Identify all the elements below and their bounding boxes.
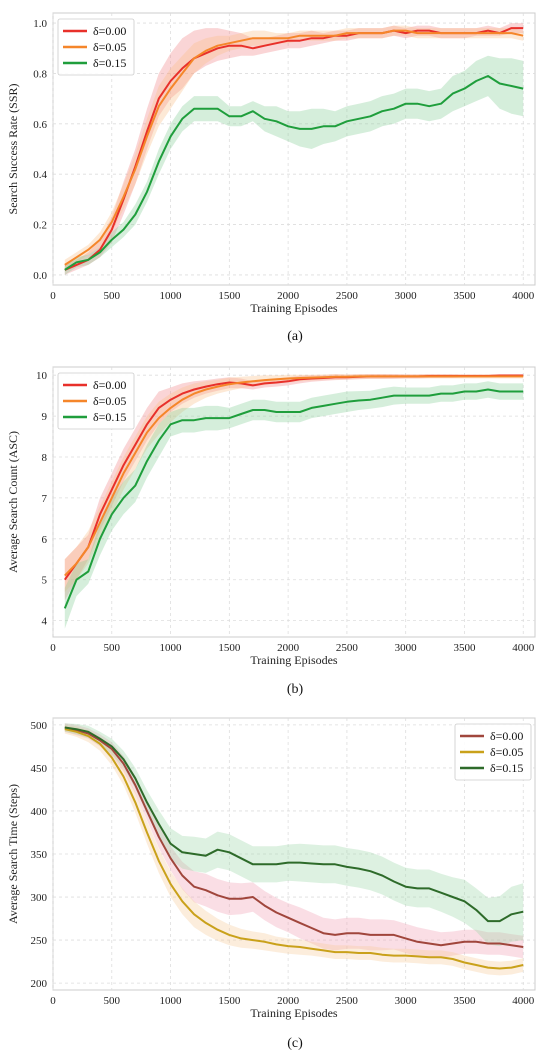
y-tick-label: 0.2 xyxy=(33,220,47,232)
panel-label: (a) xyxy=(287,329,303,344)
legend-box xyxy=(454,723,532,781)
series-line-3 xyxy=(64,726,524,923)
x-tick-label: 500 xyxy=(104,995,121,1007)
x-tick-label: 0 xyxy=(50,290,56,302)
y-tick-label: 450 xyxy=(31,763,48,775)
x-tick-label: 1500 xyxy=(218,995,241,1007)
x-axis-label: Training Episodes xyxy=(250,653,338,667)
legend-label-3: δ=0.15 xyxy=(93,410,126,424)
y-tick-label: 8 xyxy=(42,452,48,464)
chart-panel-2: 0 500 1000 1500 2000 2500 3000 3500 4000 4 5 6 7 8 9 10… xyxy=(6,366,536,697)
x-tick-label: 500 xyxy=(104,290,121,302)
confidence-band-2 xyxy=(64,25,524,270)
legend-box xyxy=(57,18,135,76)
x-tick-label: 3000 xyxy=(395,642,418,654)
confidence-band-3 xyxy=(64,723,524,947)
x-tick-label: 1000 xyxy=(160,642,183,654)
x-tick-label: 500 xyxy=(104,642,121,654)
series-line-2 xyxy=(64,29,524,266)
panel-label: (c) xyxy=(287,1036,303,1051)
legend-label-3: δ=0.15 xyxy=(490,761,523,775)
legend-label-2: δ=0.05 xyxy=(93,40,126,54)
x-tick-label: 2000 xyxy=(277,290,300,302)
y-tick-label: 500 xyxy=(31,720,48,732)
x-axis-label: Training Episodes xyxy=(250,301,338,315)
x-tick-label: 2500 xyxy=(336,642,359,654)
y-tick-label: 200 xyxy=(31,978,48,990)
chart-panel-1: 0 500 1000 1500 2000 2500 3000 3500 4000 0.0 0.2 0.… xyxy=(6,12,536,344)
legend-label-1: δ=0.00 xyxy=(93,24,126,38)
y-tick-label: 5 xyxy=(42,575,48,587)
legend-label-2: δ=0.05 xyxy=(93,394,126,408)
x-tick-label: 4000 xyxy=(512,995,535,1007)
series-line-1 xyxy=(64,726,524,948)
y-tick-label: 10 xyxy=(36,370,48,382)
confidence-band-2 xyxy=(64,724,524,976)
legend-box xyxy=(57,372,135,430)
y-axis-label: Average Search Count (ASC) xyxy=(6,431,20,573)
confidence-band-1 xyxy=(64,23,524,275)
y-tick-label: 0.4 xyxy=(33,169,47,181)
y-tick-label: 4 xyxy=(42,616,48,628)
x-tick-label: 2000 xyxy=(277,995,300,1007)
x-tick-label: 3000 xyxy=(395,995,418,1007)
y-tick-label: 0.8 xyxy=(33,68,47,80)
x-tick-label: 2500 xyxy=(336,995,359,1007)
x-tick-label: 3500 xyxy=(453,290,476,302)
x-axis-label: Training Episodes xyxy=(250,1006,338,1020)
x-tick-label: 2000 xyxy=(277,642,300,654)
y-tick-label: 400 xyxy=(31,806,48,818)
confidence-band-3 xyxy=(64,55,524,275)
series-line-3 xyxy=(63,388,524,609)
y-tick-label: 1.0 xyxy=(33,18,47,30)
x-tick-label: 0 xyxy=(50,995,56,1007)
y-tick-label: 250 xyxy=(31,935,48,947)
y-tick-label: 9 xyxy=(42,411,48,423)
panel-label: (b) xyxy=(287,682,304,697)
y-tick-label: 6 xyxy=(42,534,48,546)
y-axis-label: Average Search Time (Steps) xyxy=(6,784,20,924)
legend-label-2: δ=0.05 xyxy=(490,745,523,759)
x-tick-label: 4000 xyxy=(512,642,535,654)
x-tick-label: 4000 xyxy=(512,290,535,302)
x-tick-label: 1000 xyxy=(160,290,183,302)
x-tick-label: 3500 xyxy=(453,642,476,654)
y-tick-label: 0.6 xyxy=(33,119,47,131)
legend-label-3: δ=0.15 xyxy=(93,56,126,70)
x-tick-label: 1500 xyxy=(218,290,241,302)
series-line-2 xyxy=(64,375,524,577)
x-tick-label: 2500 xyxy=(336,290,359,302)
x-tick-label: 0 xyxy=(50,642,56,654)
legend: δ=0.00 δ=0.05 δ=0.15 xyxy=(57,18,135,76)
y-tick-label: 0.0 xyxy=(33,270,47,282)
x-tick-label: 1000 xyxy=(160,995,183,1007)
x-tick-label: 3000 xyxy=(395,290,418,302)
x-tick-label: 1500 xyxy=(218,642,241,654)
y-tick-label: 7 xyxy=(42,493,48,505)
legend: δ=0.00 δ=0.05 δ=0.15 xyxy=(454,723,532,781)
legend-label-1: δ=0.00 xyxy=(490,729,523,743)
legend: δ=0.00 δ=0.05 δ=0.15 xyxy=(57,372,135,430)
y-tick-label: 350 xyxy=(31,849,48,861)
y-axis-label: Search Success Rate (SSR) xyxy=(6,84,20,215)
series-line-2 xyxy=(64,728,524,970)
series-line-3 xyxy=(64,75,524,271)
chart-panel-3: 0 500 1000 1500 2000 2500 3000 3500 4000 200 250 30… xyxy=(6,717,536,1051)
x-tick-label: 3500 xyxy=(453,995,476,1007)
legend-label-1: δ=0.00 xyxy=(93,378,126,392)
y-tick-label: 300 xyxy=(31,892,48,904)
